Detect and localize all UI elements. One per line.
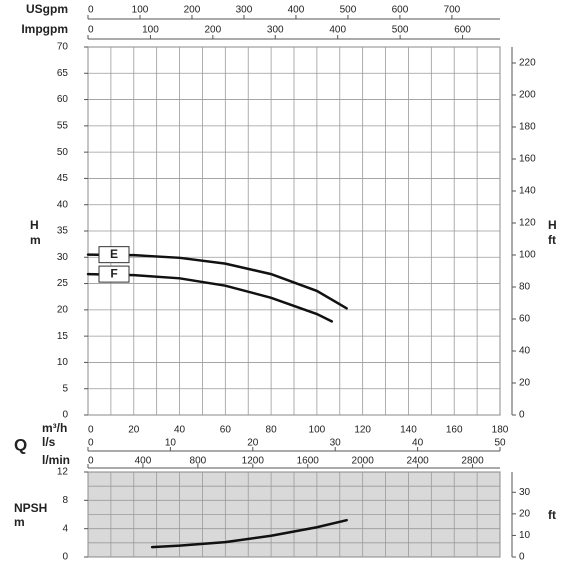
x-label: m³/h [42, 421, 67, 435]
axis-tick-label: 50 [494, 438, 506, 449]
y-tick-label: 50 [57, 147, 69, 158]
y-tick-label: 30 [57, 252, 69, 263]
axis-tick-label: 300 [267, 25, 284, 36]
y2-label: H [548, 218, 557, 232]
y2-label: ft [548, 508, 556, 522]
y2-tick-label: 20 [519, 378, 531, 389]
y2-tick-label: 80 [519, 282, 531, 293]
y-tick-label: 15 [57, 331, 69, 342]
y2-tick-label: 180 [519, 122, 536, 133]
axis-tick-label: 500 [340, 5, 357, 16]
y-tick-label: 20 [57, 304, 69, 315]
y2-tick-label: 0 [519, 410, 525, 421]
axis-tick-label: 1600 [297, 456, 320, 467]
curve-label: E [110, 247, 118, 261]
x-tick-label: 80 [266, 425, 278, 436]
axis-tick-label: 500 [392, 25, 409, 36]
axis-tick-label: 100 [142, 25, 159, 36]
axis-tick-label: 30 [330, 438, 342, 449]
y-tick-label: 4 [62, 523, 68, 534]
y-tick-label: 70 [57, 42, 69, 53]
curve [150, 518, 348, 549]
y-label: m [30, 233, 41, 247]
axis-tick-label: 400 [135, 456, 152, 467]
x-tick-label: 20 [128, 425, 140, 436]
y2-tick-label: 10 [519, 530, 531, 541]
axis-label: USgpm [26, 2, 68, 16]
axis-tick-label: 0 [88, 438, 94, 449]
x-tick-label: 120 [354, 425, 371, 436]
curve-label-box [98, 246, 130, 264]
axis-tick-label: 0 [88, 5, 94, 16]
axis-tick-label: 100 [132, 5, 149, 16]
y-tick-label: 35 [57, 226, 69, 237]
axis-tick-label: 800 [190, 456, 207, 467]
x-tick-label: 160 [446, 425, 463, 436]
y2-tick-label: 100 [519, 250, 536, 261]
x-tick-label: 0 [88, 425, 94, 436]
y2-tick-label: 200 [519, 90, 536, 101]
y-tick-label: 65 [57, 68, 69, 79]
y-tick-label: 40 [57, 199, 69, 210]
y-label: NPSH [14, 501, 47, 515]
axis-tick-label: 400 [329, 25, 346, 36]
y-tick-label: 12 [57, 467, 69, 478]
axis-tick-label: 0 [88, 25, 94, 36]
axis-tick-label: 200 [184, 5, 201, 16]
y2-label: ft [548, 233, 556, 247]
y-tick-label: 0 [62, 552, 68, 563]
axis-tick-label: 10 [165, 438, 177, 449]
axis-tick-label: 0 [88, 456, 94, 467]
y2-tick-label: 60 [519, 314, 531, 325]
curve [86, 253, 348, 310]
curve [86, 272, 334, 323]
axis-tick-label: 40 [412, 438, 424, 449]
y-tick-label: 55 [57, 120, 69, 131]
y2-tick-label: 120 [519, 218, 536, 229]
curve-label-box [98, 265, 130, 283]
y-tick-label: 60 [57, 94, 69, 105]
y-tick-label: 25 [57, 278, 69, 289]
x-tick-label: 60 [220, 425, 232, 436]
x-tick-label: 40 [174, 425, 186, 436]
x-tick-label: 140 [400, 425, 417, 436]
q-label: Q [14, 435, 27, 454]
axis-tick-label: 600 [392, 5, 409, 16]
axis-tick-label: 2800 [461, 456, 484, 467]
y2-tick-label: 0 [519, 552, 525, 563]
axis-label: l/s [42, 435, 56, 449]
axis-tick-label: 400 [288, 5, 305, 16]
axis-tick-label: 2000 [352, 456, 375, 467]
x-tick-label: 100 [309, 425, 326, 436]
y-tick-label: 5 [62, 383, 68, 394]
x-tick-label: 180 [492, 425, 509, 436]
y2-tick-label: 160 [519, 154, 536, 165]
y2-tick-label: 220 [519, 58, 536, 69]
axis-label: l/min [42, 453, 70, 467]
axis-tick-label: 2400 [406, 456, 429, 467]
y-tick-label: 0 [62, 410, 68, 421]
axis-tick-label: 200 [205, 25, 222, 36]
axis-tick-label: 700 [444, 5, 461, 16]
y2-tick-label: 40 [519, 346, 531, 357]
y-tick-label: 10 [57, 357, 69, 368]
axis-tick-label: 20 [247, 438, 259, 449]
axis-label: Impgpm [21, 22, 68, 36]
y-tick-label: 8 [62, 495, 68, 506]
y-label: m [14, 515, 25, 529]
y2-tick-label: 20 [519, 508, 531, 519]
y-label: H [30, 218, 39, 232]
y2-tick-label: 30 [519, 487, 531, 498]
y2-tick-label: 140 [519, 186, 536, 197]
y-tick-label: 45 [57, 173, 69, 184]
axis-tick-label: 300 [236, 5, 253, 16]
curve-label: F [110, 266, 117, 280]
axis-tick-label: 600 [454, 25, 471, 36]
axis-tick-label: 1200 [242, 456, 265, 467]
